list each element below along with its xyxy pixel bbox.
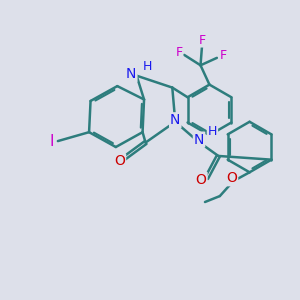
Text: O: O — [226, 171, 237, 185]
Text: I: I — [49, 134, 54, 148]
Text: N: N — [194, 133, 204, 147]
Text: N: N — [126, 67, 136, 81]
Text: F: F — [175, 46, 182, 59]
Text: O: O — [196, 173, 207, 187]
Text: N: N — [170, 113, 181, 127]
Text: F: F — [219, 49, 226, 62]
Text: H: H — [208, 125, 217, 138]
Text: F: F — [199, 34, 206, 46]
Text: O: O — [114, 154, 125, 168]
Text: H: H — [142, 60, 152, 73]
